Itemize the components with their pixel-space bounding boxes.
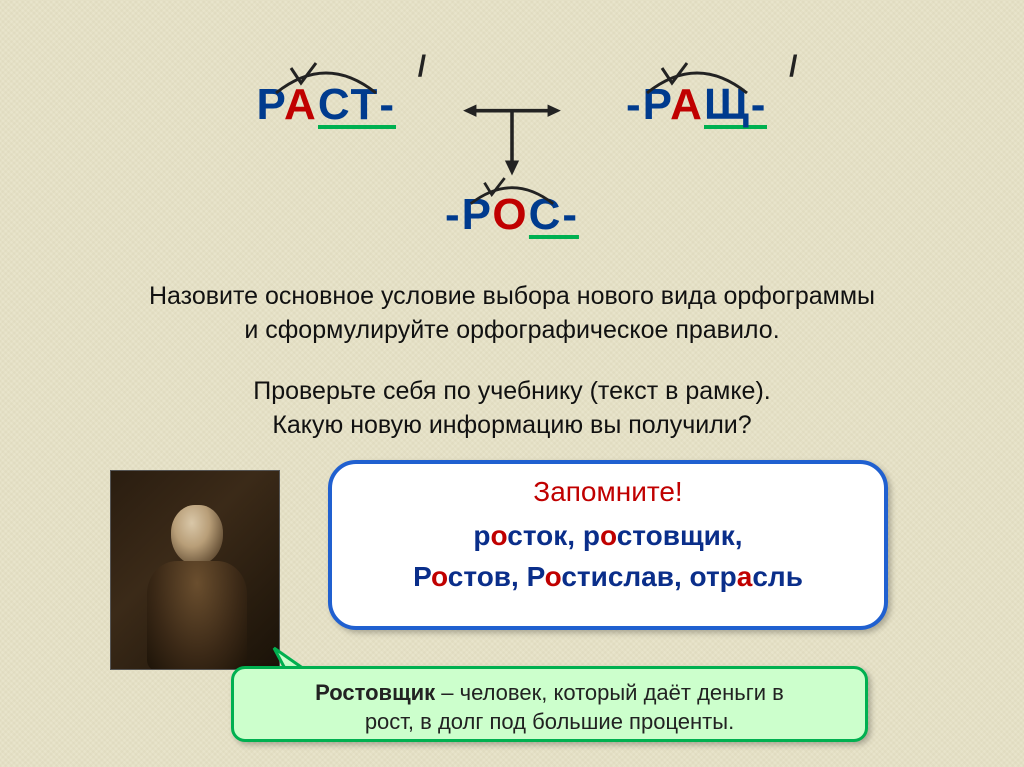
text-line: Назовите основное условие выбора нового …	[149, 282, 875, 310]
remember-title: Запомните!	[332, 476, 884, 508]
root-center: -РОС-	[445, 190, 579, 240]
w: Р	[527, 561, 545, 592]
w: р	[473, 520, 490, 551]
w: о	[600, 520, 617, 551]
sep: ,	[735, 520, 743, 551]
root-left: / РАСТ-	[257, 80, 396, 130]
stress-mark: /	[789, 50, 797, 84]
w: ст	[617, 520, 646, 551]
text-line: Проверьте себя по учебнику (текст в рамк…	[253, 377, 770, 405]
w: ислав	[591, 561, 674, 592]
w: о	[431, 561, 448, 592]
w: отр	[690, 561, 737, 592]
definition-box: Ростовщик – человек, который даёт деньги…	[231, 666, 868, 742]
slide: / РАСТ- / -РАЩ- -РОС-	[0, 0, 1024, 767]
w: о	[491, 520, 508, 551]
w: р	[583, 520, 600, 551]
w: ов	[477, 561, 511, 592]
portrait-image	[110, 470, 280, 670]
remember-box: Запомните! росток, ростовщик, Ростов, Ро…	[328, 460, 888, 630]
arrows-icon	[452, 100, 572, 180]
w: ст	[561, 561, 590, 592]
remember-line-1: росток, ростовщик,	[332, 516, 884, 557]
w: ль	[768, 561, 803, 592]
w: ст	[448, 561, 477, 592]
remember-line-2: Ростов, Ростислав, отрасль	[332, 557, 884, 598]
sep: ,	[511, 561, 527, 592]
w: с	[752, 561, 768, 592]
root-right: / -РАЩ-	[626, 80, 767, 130]
arc-icon	[457, 170, 567, 210]
definition-text: – человек, который даёт деньги в	[435, 680, 784, 705]
w: Р	[413, 561, 431, 592]
paragraph-1: Назовите основное условие выбора нового …	[0, 280, 1024, 348]
definition-term: Ростовщик	[315, 680, 435, 705]
w: о	[545, 561, 562, 592]
w: ст	[507, 520, 536, 551]
text-line: и сформулируйте орфографическое правило.	[244, 316, 779, 344]
paragraph-2: Проверьте себя по учебнику (текст в рамк…	[0, 375, 1024, 443]
w: овщик	[646, 520, 735, 551]
text-line: Какую новую информацию вы получили?	[272, 411, 751, 439]
w: ок	[536, 520, 567, 551]
arc-icon	[637, 58, 757, 98]
sep: ,	[674, 561, 690, 592]
stress-mark: /	[418, 50, 426, 84]
definition-text: рост, в долг под большие проценты.	[365, 709, 734, 734]
arc-icon	[266, 58, 386, 98]
sep: ,	[567, 520, 583, 551]
w: а	[737, 561, 753, 592]
